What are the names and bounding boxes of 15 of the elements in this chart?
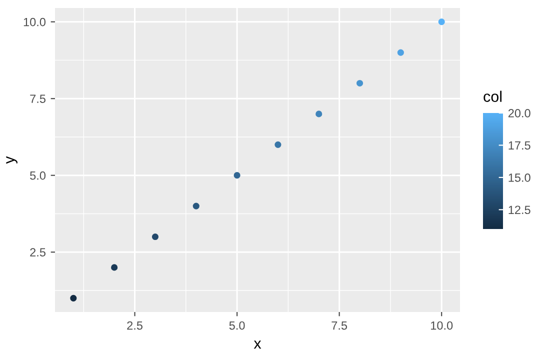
x-tick-label: 10.0 <box>431 321 453 330</box>
x-tick-label: 5.0 <box>229 321 245 330</box>
color-bar-label: 20.0 <box>508 109 530 118</box>
color-bar-label: 12.5 <box>508 206 530 214</box>
color-bar-label: 15.0 <box>508 173 530 182</box>
y-tick-label: 10.0 <box>24 18 46 26</box>
y-tick-label: 7.5 <box>30 94 46 103</box>
x-tick-label: 7.5 <box>332 321 348 330</box>
color-bar-title: col <box>484 90 502 102</box>
y-tick-label: 5.0 <box>30 171 46 180</box>
x-axis-title: x <box>254 340 262 349</box>
y-tick-label: 2.5 <box>30 248 46 257</box>
color-bar-label: 17.5 <box>508 141 530 150</box>
x-tick-label: 2.5 <box>127 321 142 330</box>
y-axis-title: y <box>6 156 18 164</box>
